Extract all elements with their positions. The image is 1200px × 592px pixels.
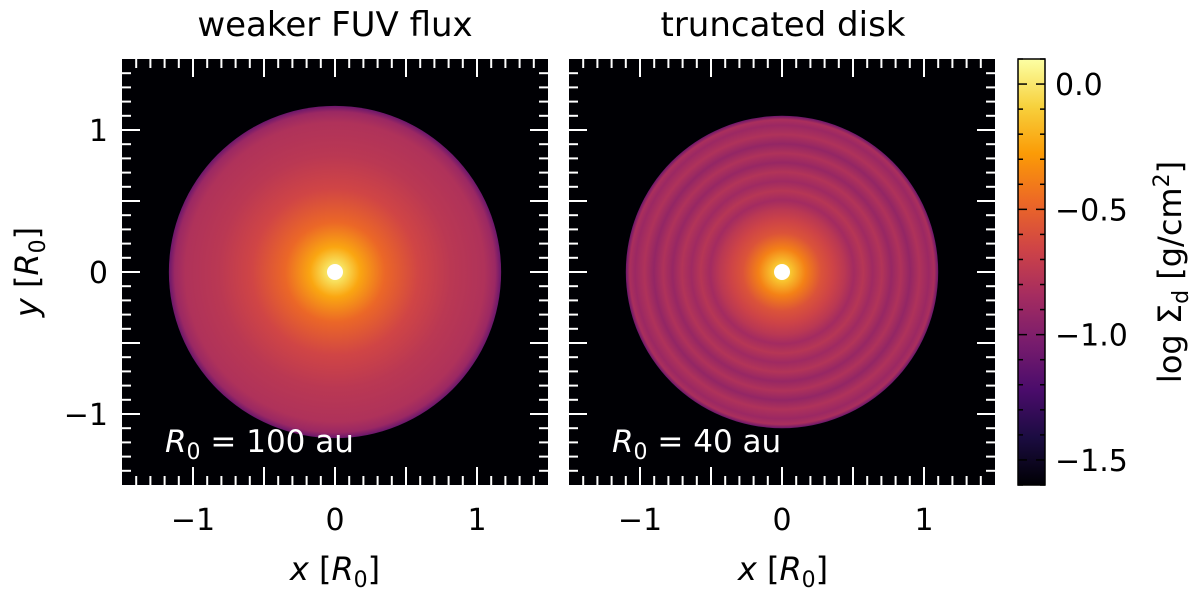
colorbar-tick-label: 0.0 (1055, 68, 1103, 103)
colorbar: 0.0 −0.5 −1.0 −1.5 log Σd [g/cm2] (1017, 58, 1194, 486)
x-tick-label: 1 (467, 503, 486, 538)
y-tick-label: 0 (89, 256, 108, 291)
panel-title: weaker FUV flux (197, 5, 472, 45)
y-axis-label: y [R0] (8, 227, 51, 318)
x-tick-label: 0 (325, 503, 344, 538)
x-tick-labels: −1 0 1 (618, 503, 934, 538)
colorbar-tick-label: −1.0 (1055, 319, 1128, 354)
central-star-marker (774, 264, 790, 280)
colorbar-gradient (1017, 58, 1046, 486)
colorbar-tick-label: −0.5 (1055, 193, 1128, 228)
x-axis-label: x [R0] (289, 550, 380, 592)
tick-marks (569, 59, 995, 485)
colorbar-label: log Σd [g/cm2] (1150, 161, 1194, 383)
panel-truncated-disk: truncated disk −1 0 1 R0 = 40 au x [R0] (569, 5, 995, 592)
x-tick-labels: −1 0 1 (171, 503, 487, 538)
scale-annotation: R0 = 40 au (612, 424, 781, 465)
colorbar-tick-label: −1.5 (1055, 444, 1128, 479)
x-tick-label: −1 (171, 503, 215, 538)
scale-annotation: R0 = 100 au (165, 424, 354, 465)
tick-marks (122, 59, 548, 485)
y-tick-labels: −1 0 1 (64, 114, 108, 433)
x-axis-label: x [R0] (737, 550, 828, 592)
y-tick-label: −1 (64, 398, 108, 433)
panel-weaker-fuv-flux: weaker FUV flux −1 0 1 −1 0 1 R0 = 100 au x … (8, 5, 548, 592)
central-star-marker (327, 264, 343, 280)
colorbar-tick-labels: 0.0 −0.5 −1.0 −1.5 (1055, 68, 1128, 479)
disk-image (168, 105, 502, 439)
panel-title: truncated disk (660, 5, 905, 45)
x-tick-label: 1 (914, 503, 933, 538)
x-tick-label: −1 (618, 503, 662, 538)
y-tick-label: 1 (89, 114, 108, 149)
colorbar-ticks (1018, 58, 1045, 486)
x-tick-label: 0 (772, 503, 791, 538)
disk-image (625, 115, 939, 429)
